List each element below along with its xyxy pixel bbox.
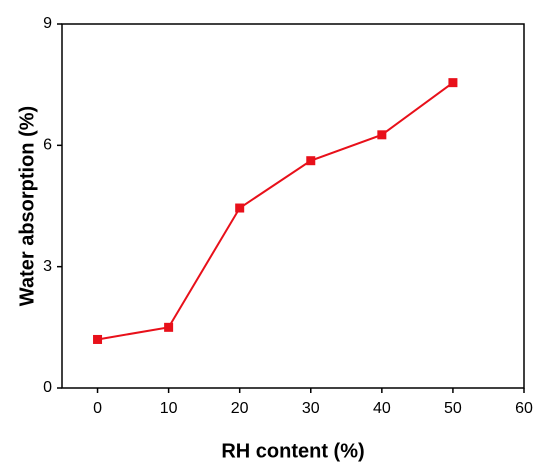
x-tick-label: 30 — [302, 400, 320, 417]
x-axis-label: RH content (%) — [221, 440, 364, 462]
data-point — [164, 322, 174, 332]
data-point — [448, 78, 458, 88]
x-tick-label: 60 — [515, 400, 533, 417]
x-tick-label: 50 — [444, 400, 462, 417]
series-line — [97, 81, 454, 341]
data-point — [93, 334, 103, 344]
x-tick-label: 20 — [231, 400, 249, 417]
data-point — [377, 130, 387, 140]
data-point — [306, 156, 316, 166]
x-tick-label: 0 — [93, 400, 102, 417]
y-tick-label: 6 — [43, 137, 52, 154]
x-tick-label: 10 — [160, 400, 178, 417]
data-point — [235, 203, 245, 213]
y-tick-label: 9 — [43, 15, 52, 32]
plot-frame — [61, 23, 525, 389]
y-tick-label: 0 — [43, 379, 52, 396]
x-tick-label: 40 — [373, 400, 391, 417]
y-axis-label: Water absorption (%) — [16, 106, 38, 306]
y-tick-label: 3 — [43, 258, 52, 275]
